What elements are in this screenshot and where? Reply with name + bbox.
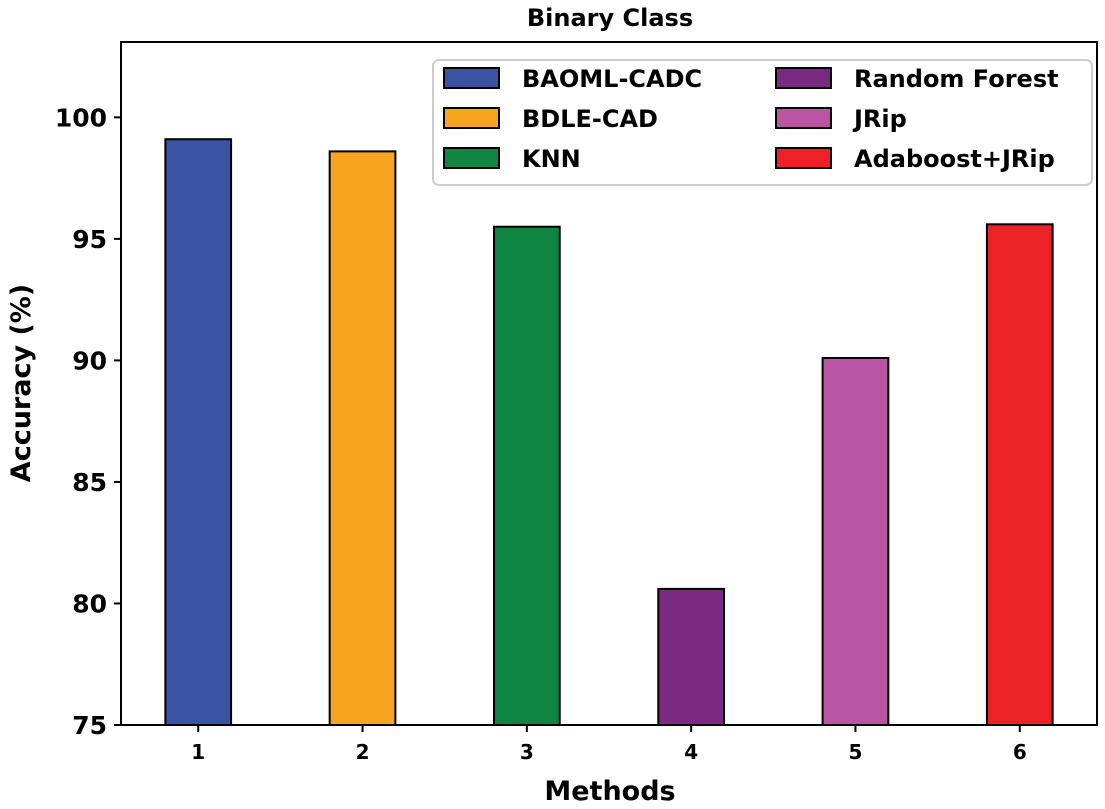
y-tick-label: 75 — [72, 711, 107, 740]
x-tick-label: 3 — [520, 740, 534, 764]
y-axis-label: Accuracy (%) — [6, 284, 37, 482]
legend-swatch — [443, 147, 500, 169]
legend-swatch — [775, 107, 832, 129]
x-tick-label: 1 — [191, 740, 205, 764]
plot-frame — [120, 41, 1098, 726]
bar-6 — [985, 223, 1054, 726]
y-tick-label: 85 — [72, 468, 107, 497]
legend-label: JRip — [852, 105, 907, 133]
legend-swatch — [775, 147, 832, 169]
y-tick-label: 95 — [72, 225, 107, 254]
x-tick-label: 2 — [356, 740, 370, 764]
legend-box — [432, 59, 1093, 186]
bar-3 — [492, 225, 561, 726]
legend: BAOML-CADC BDLE-CAD KNN Random Forest JRip Ad… — [432, 59, 1093, 186]
legend-swatch — [443, 67, 500, 89]
bar-1 — [164, 138, 233, 727]
legend-label: KNN — [522, 145, 581, 173]
x-tick-label: 4 — [684, 740, 698, 764]
x-tick-label: 6 — [1013, 740, 1027, 764]
legend-swatch — [443, 107, 500, 129]
legend-label: Adaboost+JRip — [854, 145, 1055, 173]
bar-2 — [328, 150, 397, 727]
legend-label: Random Forest — [854, 65, 1059, 93]
chart-title: Binary Class — [527, 4, 693, 32]
y-tick-label: 80 — [72, 589, 107, 618]
legend-label: BAOML-CADC — [522, 65, 702, 93]
bar-5 — [821, 356, 890, 726]
bar-4 — [657, 587, 726, 726]
legend-swatch — [775, 67, 832, 89]
legend-label: BDLE-CAD — [522, 105, 658, 133]
y-tick-label: 100 — [55, 103, 107, 132]
x-tick-label: 5 — [849, 740, 863, 764]
x-axis-label: Methods — [544, 776, 675, 805]
y-tick-label: 90 — [72, 346, 107, 375]
